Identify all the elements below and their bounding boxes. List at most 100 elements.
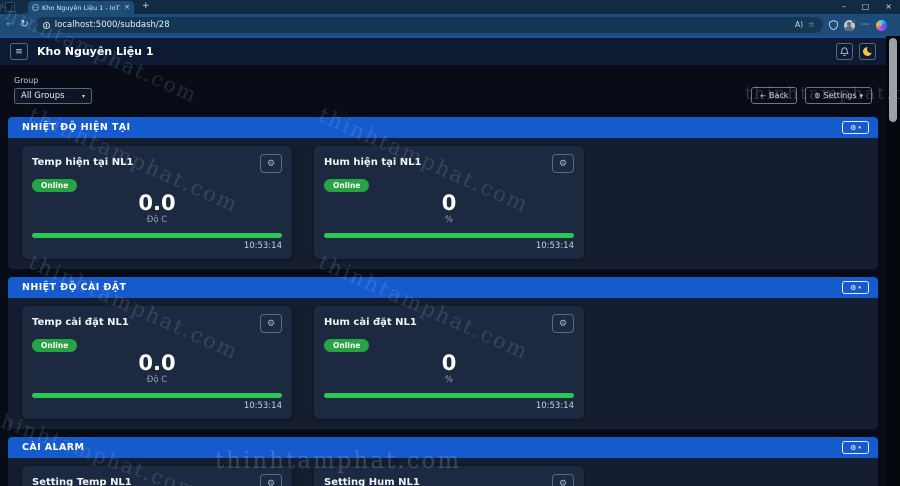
chevron-down-icon: ▾: [859, 91, 863, 100]
section-title: NHIỆT ĐỘ CÀI ĐẶT: [22, 282, 127, 294]
favorite-star-icon[interactable]: ☆: [808, 20, 815, 30]
back-button[interactable]: ← Back: [751, 87, 798, 104]
moon-icon: [863, 47, 872, 56]
chevron-down-icon: ▾: [858, 444, 861, 451]
browser-toolbar: ← ↻ localhost:5000/subdash/28 A) ☆ ⋯: [0, 14, 900, 36]
settings-button[interactable]: ⚙ Settings ▾: [805, 87, 872, 104]
scrollbar-thumb[interactable]: [889, 38, 897, 122]
back-button-label: Back: [768, 91, 789, 100]
url-text[interactable]: localhost:5000/subdash/28: [54, 20, 170, 30]
status-badge: Online: [32, 179, 78, 192]
section-settings-button[interactable]: ⚙ ▾: [842, 281, 869, 295]
sensor-card-hum-current: Hum hiện tại NL1 ⚙ Online 0 % 10:53:14: [314, 146, 584, 260]
status-badge: Online: [324, 339, 370, 353]
section-title: NHIỆT ĐỘ HIỆN TẠI: [22, 122, 131, 133]
timestamp: 10:53:14: [243, 401, 282, 412]
page-content: ≡ Kho Nguyên Liệu 1 Group All Groups ▾ ←: [0, 36, 886, 486]
chevron-down-icon: ▾: [858, 284, 861, 291]
chevron-down-icon: ▾: [858, 124, 861, 131]
card-title: Temp hiện tại NL1: [32, 157, 134, 168]
status-badge: Online: [324, 179, 370, 192]
section-current-temperature: NHIỆT ĐỘ HIỆN TẠI ⚙ ▾ Temp hiện tại NL1 ⚙…: [8, 117, 878, 270]
gear-icon: ⚙: [558, 478, 568, 486]
sensor-value: 0.0: [138, 191, 176, 215]
read-aloud-icon[interactable]: A): [794, 20, 804, 30]
back-arrow-icon: ←: [760, 91, 766, 100]
progress-bar: [324, 233, 574, 239]
status-badge: Online: [32, 339, 78, 353]
refresh-button[interactable]: ↻: [20, 19, 29, 30]
progress-bar: [32, 393, 282, 399]
sensor-value: 0: [441, 191, 457, 215]
gear-icon: ⚙: [850, 443, 857, 452]
sensor-unit: Độ C: [146, 215, 168, 226]
new-tab-button[interactable]: +: [142, 1, 150, 11]
tab-title: Kho Nguyên Liệu 1 - IoT Monito...: [42, 3, 121, 12]
copilot-icon[interactable]: [875, 19, 887, 31]
card-settings-button[interactable]: ⚙: [260, 314, 282, 334]
chevron-down-icon: ▾: [81, 92, 85, 100]
hamburger-icon: ≡: [15, 46, 23, 57]
card-settings-button[interactable]: ⚙: [552, 314, 574, 334]
section-settings-button[interactable]: ⚙ ▾: [842, 121, 869, 134]
page-title: Kho Nguyên Liệu 1: [37, 45, 154, 58]
group-select-value: All Groups: [21, 91, 65, 101]
window-controls: – □ ×: [842, 0, 892, 14]
minimize-button[interactable]: –: [841, 2, 846, 11]
avatar-head: [847, 21, 852, 26]
notification-dot: [851, 18, 856, 23]
progress-bar: [32, 233, 282, 239]
sensor-unit: Độ C: [146, 375, 168, 386]
alarm-card-hum: Setting Hum NL1 Format : 89 = 89 % ⚙ Onl…: [314, 466, 584, 486]
browser-tab[interactable]: Kho Nguyên Liệu 1 - IoT Monito... ×: [28, 1, 134, 14]
sensor-value: 0: [441, 351, 457, 376]
gear-icon: ⚙: [814, 91, 821, 100]
group-filter: Group All Groups ▾: [14, 76, 92, 104]
sensor-unit: %: [444, 375, 454, 386]
more-menu-icon[interactable]: ⋯: [860, 19, 870, 30]
section-alarm-settings: CÀI ALARM ⚙▾ Setting Temp NL1 Format : 2…: [8, 437, 878, 486]
section-body: Setting Temp NL1 Format : 25.7 = 25.7 Độ…: [8, 458, 878, 486]
menu-button[interactable]: ≡: [10, 43, 28, 60]
group-label: Group: [14, 76, 39, 85]
section-body: Temp hiện tại NL1 ⚙ Online 0.0 Độ C 10:5…: [8, 138, 878, 270]
section-body: Temp cài đặt NL1 ⚙ Online 0.0 Độ C 10:53…: [8, 298, 878, 430]
card-title: Temp cài đặt NL1: [32, 317, 129, 329]
theme-toggle-button[interactable]: [859, 43, 876, 60]
settings-button-label: Settings: [823, 91, 857, 100]
action-buttons: ← Back ⚙ Settings ▾: [751, 87, 872, 104]
shield-icon[interactable]: [828, 20, 838, 30]
progress-bar: [324, 393, 574, 399]
section-header: NHIỆT ĐỘ CÀI ĐẶT ⚙ ▾: [8, 277, 878, 299]
profile-avatar[interactable]: [843, 18, 856, 31]
avatar-body: [845, 26, 854, 31]
maximize-button[interactable]: □: [861, 2, 870, 11]
card-settings-button[interactable]: ⚙: [552, 474, 574, 486]
card-title: Setting Temp NL1: [32, 477, 132, 486]
close-button[interactable]: ×: [885, 2, 892, 11]
notifications-button[interactable]: [836, 43, 853, 60]
address-bar[interactable]: localhost:5000/subdash/28 A) ☆: [34, 17, 823, 33]
bell-icon: [840, 46, 849, 56]
page-scrollbar[interactable]: [886, 36, 900, 486]
dashboard-controls: Group All Groups ▾ ← Back ⚙ Settings ▾: [0, 65, 886, 104]
group-select[interactable]: All Groups ▾: [14, 88, 92, 104]
browser-back-button[interactable]: ←: [6, 19, 15, 30]
site-info-icon[interactable]: [42, 21, 50, 29]
section-settings-button[interactable]: ⚙ ▾: [842, 441, 869, 455]
section-title: CÀI ALARM: [22, 442, 85, 454]
gear-icon: ⚙: [266, 318, 276, 329]
tab-close-icon[interactable]: ×: [124, 3, 130, 11]
sensor-card-hum-setpoint: Hum cài đặt NL1 ⚙ Online 0 % 10:53:14: [314, 306, 584, 420]
gear-icon: ⚙: [558, 318, 568, 329]
tab-strip: Kho Nguyên Liệu 1 - IoT Monito... × + – …: [0, 0, 900, 14]
card-settings-button[interactable]: ⚙: [260, 154, 282, 173]
timestamp: 10:53:14: [535, 241, 574, 252]
tab-actions-button[interactable]: [5, 2, 15, 12]
card-title: Setting Hum NL1: [324, 477, 420, 486]
card-title: Hum hiện tại NL1: [324, 157, 422, 168]
card-settings-button[interactable]: ⚙: [260, 474, 282, 486]
card-settings-button[interactable]: ⚙: [552, 154, 574, 173]
sensor-unit: %: [444, 215, 454, 226]
